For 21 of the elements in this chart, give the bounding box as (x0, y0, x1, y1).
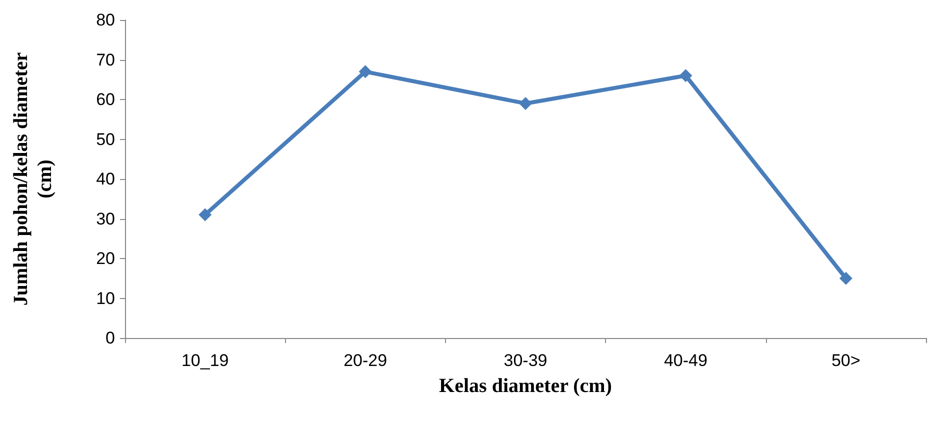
y-tick-label: 60 (96, 90, 115, 109)
point (839, 272, 852, 285)
y-tick-label: 80 (96, 10, 115, 30)
x-tick-label: 40-49 (664, 351, 708, 370)
x-tick-label: 20-29 (344, 351, 388, 370)
x-tick-label: 10_19 (181, 351, 229, 370)
y-tick-label: 70 (96, 50, 115, 70)
y-axis-title: Jumlah pohon/kelas diameter (cm) (10, 52, 56, 306)
y-tick-label: 40 (96, 170, 115, 188)
y-tick-label: 50 (96, 130, 115, 149)
point (358, 65, 372, 78)
y-tick-label: 20 (96, 249, 115, 268)
point (519, 96, 532, 110)
x-tick-label: 50> (831, 351, 860, 370)
point (679, 69, 692, 82)
y-tick-label: 0 (106, 328, 115, 348)
point (198, 208, 212, 222)
y-tick-label: 30 (96, 209, 115, 228)
y-tick-label: 10 (96, 288, 115, 308)
x-tick-label: 30-39 (504, 351, 548, 370)
x-axis-title: Kelas diameter (cm) (439, 375, 612, 397)
